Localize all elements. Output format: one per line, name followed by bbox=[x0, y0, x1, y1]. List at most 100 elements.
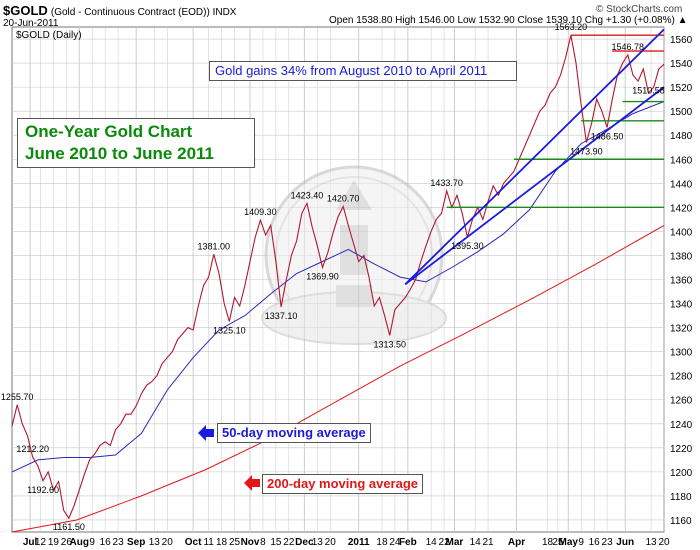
price-data-label: 1161.50 bbox=[53, 522, 85, 532]
x-tick-label: Oct bbox=[185, 537, 202, 548]
y-tick-label: 1380 bbox=[670, 251, 693, 262]
symbol: $GOLD bbox=[3, 3, 48, 18]
x-tick-label: 11 bbox=[203, 537, 214, 548]
x-tick-label: May bbox=[559, 537, 579, 548]
gain-annotation: Gold gains 34% from August 2010 to April… bbox=[209, 61, 517, 81]
x-tick-label: Nov bbox=[241, 537, 260, 548]
title-line-1: One-Year Gold Chart bbox=[25, 122, 193, 141]
x-tick-label: 16 bbox=[100, 537, 112, 548]
ma50-arrow-icon bbox=[198, 425, 214, 441]
x-tick-label: 13 bbox=[312, 537, 324, 548]
y-axis: 1160 1180 1200 1220 1240 1260 1280 1300 1320 1340… bbox=[670, 35, 693, 527]
y-tick-label: 1160 bbox=[670, 516, 692, 527]
ma200-annotation: 200-day moving average bbox=[262, 474, 424, 494]
y-tick-label: 1440 bbox=[670, 179, 693, 190]
price-line bbox=[11, 35, 665, 520]
ma50-annotation: 50-day moving average bbox=[217, 423, 371, 443]
x-tick-label: 18 bbox=[216, 537, 228, 548]
y-tick-label: 1520 bbox=[670, 83, 693, 94]
x-tick-label: 18 bbox=[542, 537, 554, 548]
price-data-label: 1369.90 bbox=[306, 272, 339, 282]
x-tick-label: Jul bbox=[23, 537, 38, 548]
x-tick-label: 25 bbox=[229, 537, 241, 548]
x-tick-label: 21 bbox=[483, 537, 495, 548]
x-tick-label: 9 bbox=[89, 537, 95, 548]
x-tick-label: 20 bbox=[162, 537, 174, 548]
price-data-label: 1337.10 bbox=[265, 311, 298, 321]
y-tick-label: 1300 bbox=[670, 348, 693, 359]
chart-title-box: One-Year Gold Chart June 2010 to June 20… bbox=[17, 118, 255, 168]
x-tick-label: 15 bbox=[270, 537, 282, 548]
x-tick-label: 25 bbox=[552, 537, 564, 548]
y-tick-label: 1480 bbox=[670, 131, 693, 142]
x-tick-label: Apr bbox=[508, 537, 525, 548]
y-tick-label: 1400 bbox=[670, 227, 693, 238]
price-data-label: 1473.90 bbox=[570, 147, 603, 157]
ohlc-readout: Open 1538.80 High 1546.00 Low 1532.90 Cl… bbox=[329, 15, 688, 26]
ma200-line bbox=[11, 224, 665, 533]
series-label: $GOLD (Daily) bbox=[16, 30, 82, 41]
trend-line bbox=[404, 86, 665, 286]
y-tick-label: 1180 bbox=[670, 492, 692, 503]
y-tick-label: 1340 bbox=[670, 300, 693, 311]
x-tick-label: 23 bbox=[602, 537, 614, 548]
x-tick-label: 12 bbox=[35, 537, 47, 548]
y-tick-label: 1260 bbox=[670, 396, 693, 407]
x-tick-label: 23 bbox=[113, 537, 125, 548]
x-tick-label: 19 bbox=[48, 537, 60, 548]
price-data-label: 1381.00 bbox=[198, 241, 231, 251]
x-tick-label: Feb bbox=[399, 537, 417, 548]
x-tick-label: 2011 bbox=[348, 537, 370, 548]
price-data-label: 1510.58 bbox=[632, 85, 665, 95]
x-tick-label: 20 bbox=[658, 537, 670, 548]
price-labels: 1255.70 1212.20 1192.60 1161.50 1381.00 1325.… bbox=[1, 22, 665, 532]
x-tick-label: 26 bbox=[61, 537, 73, 548]
x-tick-label: Jun bbox=[616, 537, 634, 548]
y-tick-label: 1280 bbox=[670, 372, 693, 383]
ma200-arrow-icon bbox=[244, 475, 260, 491]
ma200-series-line bbox=[11, 224, 665, 533]
x-tick-label: Mar bbox=[446, 537, 464, 548]
price-data-label: 1486.50 bbox=[591, 131, 624, 141]
x-tick-label: 18 bbox=[376, 537, 388, 548]
chart-header: $GOLD (Gold - Continuous Contract (EOD))… bbox=[3, 3, 236, 18]
price-data-label: 1409.30 bbox=[244, 207, 277, 217]
price-data-label: 1192.60 bbox=[27, 485, 59, 495]
price-data-label: 1433.70 bbox=[430, 178, 463, 188]
ma50-series-line bbox=[11, 101, 665, 473]
trend-channel bbox=[404, 28, 665, 286]
x-tick-label: 20 bbox=[325, 537, 337, 548]
x-tick-label: 14 bbox=[426, 537, 438, 548]
ma50-line bbox=[11, 101, 665, 473]
price-data-label: 1546.78 bbox=[612, 42, 645, 52]
stockcharts-watermark: © StockCharts.com bbox=[596, 4, 683, 15]
chart-date: 20-Jun-2011 bbox=[3, 18, 59, 29]
x-tick-label: Dec bbox=[295, 537, 314, 548]
x-tick-label: Aug bbox=[70, 537, 89, 548]
y-tick-label: 1240 bbox=[670, 420, 693, 431]
price-data-label: 1395.30 bbox=[451, 241, 484, 251]
x-tick-label: 13 bbox=[646, 537, 658, 548]
price-data-label: 1563.20 bbox=[555, 22, 588, 32]
price-data-label: 1255.70 bbox=[1, 392, 34, 402]
trend-line bbox=[404, 28, 665, 285]
y-tick-label: 1200 bbox=[670, 468, 693, 479]
x-tick-label: 24 bbox=[389, 537, 401, 548]
x-tick-label: 14 bbox=[470, 537, 482, 548]
x-tick-label: 9 bbox=[578, 537, 584, 548]
y-tick-label: 1460 bbox=[670, 155, 693, 166]
x-tick-label: 22 bbox=[283, 537, 295, 548]
y-tick-label: 1500 bbox=[670, 107, 693, 118]
price-data-label: 1212.20 bbox=[16, 444, 49, 454]
price-series-line bbox=[11, 35, 665, 520]
y-tick-label: 1560 bbox=[670, 35, 693, 46]
x-tick-label: 13 bbox=[149, 537, 161, 548]
y-tick-label: 1320 bbox=[670, 324, 693, 335]
symbol-description: (Gold - Continuous Contract (EOD)) INDX bbox=[50, 7, 237, 18]
y-tick-label: 1540 bbox=[670, 59, 693, 70]
title-line-2: June 2010 to June 2011 bbox=[25, 144, 214, 163]
price-data-label: 1420.70 bbox=[327, 194, 360, 204]
price-data-label: 1423.40 bbox=[291, 190, 324, 200]
